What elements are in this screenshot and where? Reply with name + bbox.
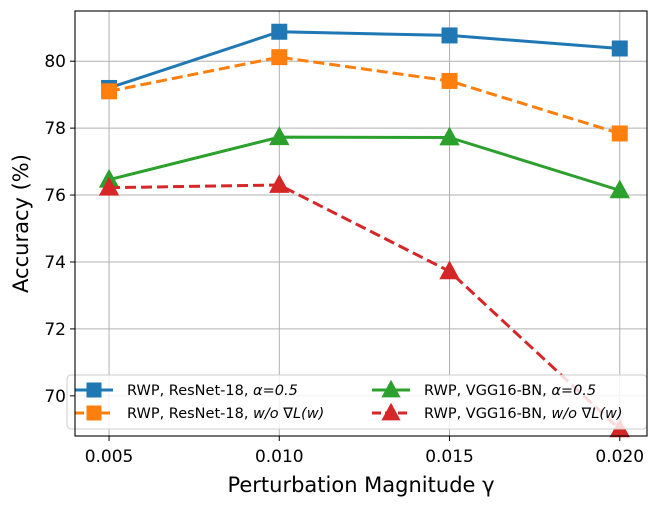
x-tick-label: 0.010 <box>255 447 304 467</box>
series-resnet_nograd <box>101 49 628 142</box>
legend: RWP, ResNet-18, α=0.5 RWP, ResNet-18, w/o… <box>66 374 648 430</box>
data-point <box>101 83 118 100</box>
legend-label: RWP, VGG16-BN, w/o ∇L(w) <box>424 406 623 422</box>
legend-label: RWP, VGG16-BN, α=0.5 <box>424 383 596 399</box>
series-line <box>108 55 621 135</box>
legend-item-vgg_rwp: RWP, VGG16-BN, α=0.5 <box>372 379 596 399</box>
legend-label: RWP, ResNet-18, α=0.5 <box>127 383 298 399</box>
series-line <box>109 183 621 431</box>
x-tick-label: 0.005 <box>85 447 134 467</box>
y-tick-label: 78 <box>44 119 66 139</box>
data-point <box>441 72 458 89</box>
x-tick-label: 0.020 <box>595 447 644 467</box>
grid <box>75 11 647 436</box>
y-tick-label: 74 <box>44 253 66 273</box>
data-point <box>439 126 460 146</box>
data-point <box>441 27 458 44</box>
legend-label: RWP, ResNet-18, w/o ∇L(w) <box>127 406 324 422</box>
data-point <box>609 179 630 199</box>
x-tick-label: 0.015 <box>425 447 474 467</box>
legend-marker <box>86 382 102 398</box>
legend-item-resnet_rwp: RWP, ResNet-18, α=0.5 <box>75 382 298 399</box>
legend-marker <box>381 402 401 421</box>
y-tick-label: 70 <box>44 387 66 407</box>
series-resnet_rwp <box>101 23 628 96</box>
data-point <box>269 174 290 193</box>
axes: 0.005 0.010 0.015 0.020 70 72 74 76 78 80 <box>44 52 644 467</box>
data-point <box>611 40 628 57</box>
data-point <box>439 260 460 280</box>
plot-frame <box>74 10 648 437</box>
data-point <box>98 176 120 196</box>
data-point <box>271 23 288 40</box>
series-line <box>108 30 620 90</box>
y-axis-title: Accuracy (%) <box>9 154 33 293</box>
series-layer <box>98 23 630 438</box>
y-tick-label: 76 <box>44 186 66 206</box>
series-line <box>108 135 621 192</box>
y-tick-label: 80 <box>44 52 66 72</box>
data-point <box>611 125 628 142</box>
legend-marker <box>381 379 401 398</box>
data-point <box>271 49 288 66</box>
legend-item-vgg_nograd: RWP, VGG16-BN, w/o ∇L(w) <box>372 402 623 422</box>
legend-marker <box>86 405 102 421</box>
legend-item-resnet_nograd: RWP, ResNet-18, w/o ∇L(w) <box>75 405 324 422</box>
x-axis-title: Perturbation Magnitude γ <box>227 473 494 497</box>
y-tick-label: 72 <box>44 320 66 340</box>
data-point <box>269 126 290 146</box>
series-vgg_nograd <box>98 174 630 438</box>
